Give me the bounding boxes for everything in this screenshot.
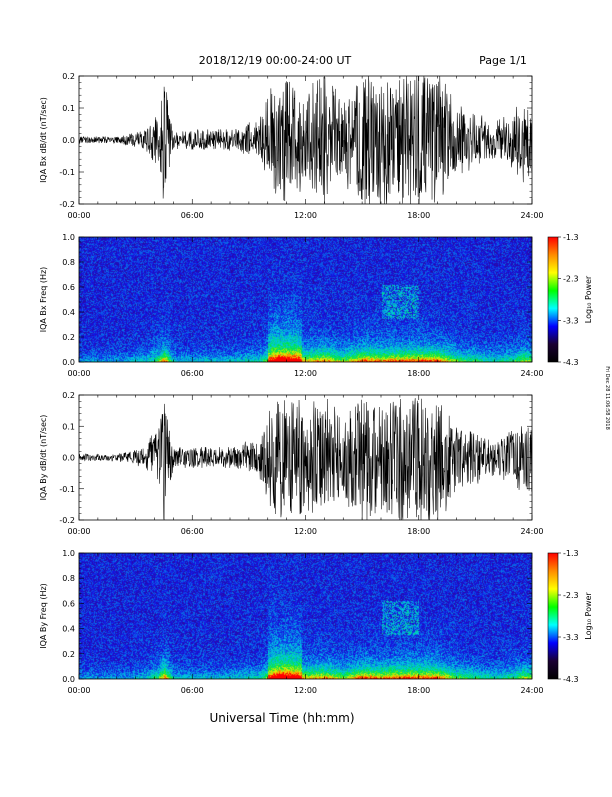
- y-tick-label: 0.6: [62, 283, 75, 292]
- panels-group: 00:00 06:00 12:00 18:00 24:00 0.2 0.1 0.0 -0.1 -0…: [39, 72, 544, 695]
- colorbar-tick-label: -1.3: [563, 549, 579, 558]
- x-tick-label: 00:00: [67, 527, 90, 536]
- y-tick-label: 0.0: [62, 136, 75, 145]
- side-note: Fri Dec 28 11:06:58 2018: [604, 366, 610, 430]
- x-tick-label: 24:00: [520, 527, 543, 536]
- x-tick-label: 12:00: [294, 686, 317, 695]
- colorbar-tick-label: -4.3: [563, 675, 579, 684]
- y-tick-label: 0.4: [62, 625, 75, 634]
- y-tick-label: 0.2: [62, 650, 75, 659]
- x-tick-label: 06:00: [181, 527, 204, 536]
- x-axis-label: Universal Time (hh:mm): [209, 711, 354, 725]
- x-tick-label: 06:00: [181, 369, 204, 378]
- y-tick-label: 0.0: [62, 675, 75, 684]
- x-tick-label: 18:00: [407, 211, 430, 220]
- colorbar-label: Log₁₀ Power: [584, 275, 593, 323]
- y-axis-label: IQA By Freq (Hz): [39, 583, 48, 649]
- x-tick-label: 00:00: [67, 686, 90, 695]
- y-tick-label: -0.1: [59, 485, 75, 494]
- x-tick-label: 18:00: [407, 369, 430, 378]
- x-tick-label: 00:00: [67, 211, 90, 220]
- colorbar-label: Log₁₀ Power: [584, 592, 593, 640]
- y-tick-label: 0.8: [62, 574, 75, 583]
- y-tick-label: 0.0: [62, 454, 75, 463]
- x-tick-label: 18:00: [407, 527, 430, 536]
- y-tick-label: 1.0: [62, 549, 75, 558]
- x-tick-label: 24:00: [520, 211, 543, 220]
- x-tick-label: 24:00: [520, 369, 543, 378]
- y-tick-label: 0.8: [62, 258, 75, 267]
- spectrogram-canvas: [79, 553, 532, 679]
- y-tick-label: 0.6: [62, 599, 75, 608]
- x-tick-label: 06:00: [181, 211, 204, 220]
- colorbar-tick-label: -3.3: [563, 316, 579, 325]
- y-axis-label: IQA Bx dB/dt (nT/sec): [39, 97, 48, 183]
- series-line: [79, 398, 532, 520]
- x-tick-label: 00:00: [67, 369, 90, 378]
- y-tick-label: 0.1: [62, 104, 75, 113]
- y-tick-label: 0.2: [62, 72, 75, 81]
- y-tick-label: 0.0: [62, 358, 75, 367]
- chart-panel-4: 00:00 06:00 12:00 18:00 24:00 1.0 0.8 0.6 0.4 0.2…: [39, 549, 544, 695]
- x-tick-label: 12:00: [294, 211, 317, 220]
- x-tick-label: 06:00: [181, 686, 204, 695]
- x-tick-label: 12:00: [294, 527, 317, 536]
- y-axis-label: IQA By dB/dt (nT/sec): [39, 415, 48, 501]
- colorbar: -1.3 -2.3 -3.3 -4.3 Log₁₀ Power: [547, 233, 593, 367]
- y-tick-label: 0.2: [62, 391, 75, 400]
- colorbar-tick-label: -2.3: [563, 591, 579, 600]
- spectrogram-image: [79, 237, 532, 362]
- y-tick-label: 1.0: [62, 233, 75, 242]
- page-label: Page 1/1: [479, 54, 527, 67]
- y-tick-label: 0.4: [62, 308, 75, 317]
- y-tick-label: -0.2: [59, 516, 75, 525]
- colorbar-tick-label: -3.3: [563, 633, 579, 642]
- x-tick-label: 24:00: [520, 686, 543, 695]
- y-tick-label: -0.2: [59, 200, 75, 209]
- x-tick-label: 18:00: [407, 686, 430, 695]
- y-tick-label: 0.2: [62, 333, 75, 342]
- chart-panel-3: 00:00 06:00 12:00 18:00 24:00 0.2 0.1 0.0 -0.1 -0…: [39, 391, 544, 536]
- y-tick-label: 0.1: [62, 422, 75, 431]
- chart-panel-1: 00:00 06:00 12:00 18:00 24:00 0.2 0.1 0.0 -0.1 -0…: [39, 72, 544, 220]
- colorbar-tick-label: -1.3: [563, 233, 579, 242]
- series-line: [79, 76, 532, 204]
- chart-panel-2: 00:00 06:00 12:00 18:00 24:00 1.0 0.8 0.6 0.4 0.2…: [39, 233, 544, 378]
- colorbar-tick-label: -2.3: [563, 275, 579, 284]
- spectrogram-canvas: [79, 237, 532, 362]
- colorbar: -1.3 -2.3 -3.3 -4.3 Log₁₀ Power: [547, 549, 593, 684]
- y-tick-label: -0.1: [59, 168, 75, 177]
- spectrogram-image: [79, 553, 532, 679]
- y-axis-label: IQA Bx Freq (Hz): [39, 267, 48, 333]
- colorbar-tick-label: -4.3: [563, 358, 579, 367]
- plot-title: 2018/12/19 00:00-24:00 UT: [199, 54, 352, 67]
- colorbar-gradient: [547, 552, 559, 680]
- x-tick-label: 12:00: [294, 369, 317, 378]
- colorbar-gradient: [547, 236, 559, 363]
